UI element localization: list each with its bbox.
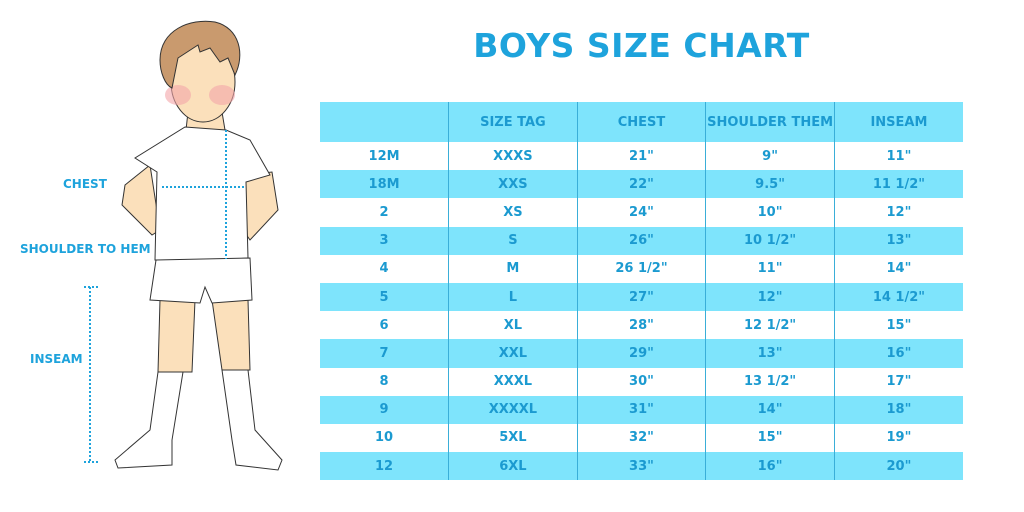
shoulder-to-hem-label: SHOULDER TO HEM xyxy=(20,242,151,256)
cell-size-tag: 6XL xyxy=(448,452,578,481)
cell-age: 8 xyxy=(379,374,389,390)
cell-inseam: 12" xyxy=(833,198,963,227)
page-title: BOYS SIZE CHART xyxy=(473,26,810,65)
cell-inseam: 17" xyxy=(833,367,963,396)
cell-inseam: 16" xyxy=(833,339,963,368)
cell-chest: 27" xyxy=(576,282,706,312)
cell-chest: 33" xyxy=(576,452,706,481)
cell-age: 12 xyxy=(320,452,449,481)
cell-size-tag: XXXS xyxy=(448,142,578,171)
cell-inseam: 14 1/2" xyxy=(833,282,963,312)
cell-inseam: 14" xyxy=(833,254,963,283)
table-row: 8 XXXL 30" 13 1/2" 17" xyxy=(320,367,963,396)
cell-chest: 32" xyxy=(576,423,706,453)
header-size-tag: SIZE TAG xyxy=(448,102,578,142)
table-row: 5 L 27" 12" 14 1/2" xyxy=(320,282,963,312)
cell-chest: 30" xyxy=(576,367,706,396)
cell-age: 2 xyxy=(379,204,389,220)
boy-illustration xyxy=(84,20,283,471)
cell-age: 12M xyxy=(368,148,400,164)
table-row: 6 XL 28" 12 1/2" 15" xyxy=(320,311,963,340)
cell-shoulder: 9" xyxy=(705,142,835,171)
table-row: 18M XXS 22" 9.5" 11 1/2" xyxy=(320,170,963,199)
cell-chest: 21" xyxy=(576,142,706,171)
cell-chest: 26 1/2" xyxy=(576,254,706,283)
cell-size-tag: XXXL xyxy=(448,367,578,396)
cell-chest: 29" xyxy=(576,339,706,368)
cell-shoulder: 16" xyxy=(705,452,835,481)
cell-inseam: 15" xyxy=(833,311,963,340)
cell-size-tag: L xyxy=(448,282,578,312)
table-row: 10 5XL 32" 15" 19" xyxy=(320,423,963,453)
cell-size-tag: S xyxy=(448,226,578,255)
cell-age: 10 xyxy=(375,430,394,446)
cell-age: 5 xyxy=(320,282,449,312)
cell-size-tag: XXXXL xyxy=(448,395,578,424)
cell-shoulder: 12" xyxy=(705,282,835,312)
cell-age: 3 xyxy=(320,226,449,255)
cell-shoulder: 10" xyxy=(705,198,835,227)
cell-shoulder: 13 1/2" xyxy=(705,367,835,396)
table-row: 4 M 26 1/2" 11" 14" xyxy=(320,254,963,283)
cell-chest: 26" xyxy=(576,226,706,255)
cell-size-tag: XXL xyxy=(448,339,578,368)
cell-shoulder: 9.5" xyxy=(705,170,835,199)
table-row: 12 6XL 33" 16" 20" xyxy=(320,452,963,481)
cell-size-tag: M xyxy=(448,254,578,283)
size-table: SIZE TAG CHEST SHOULDER THEM INSEAM 12M X… xyxy=(320,102,963,481)
cell-shoulder: 15" xyxy=(705,423,835,453)
cell-size-tag: XS xyxy=(448,198,578,227)
inseam-label: INSEAM xyxy=(30,352,83,366)
cell-shoulder: 10 1/2" xyxy=(705,226,835,255)
cell-inseam: 19" xyxy=(833,423,963,453)
cell-shoulder: 11" xyxy=(705,254,835,283)
header-shoulder: SHOULDER THEM xyxy=(705,102,835,142)
table-row: 9 XXXXL 31" 14" 18" xyxy=(320,395,963,424)
cell-inseam: 11" xyxy=(833,142,963,171)
table-row: 3 S 26" 10 1/2" 13" xyxy=(320,226,963,255)
cell-size-tag: 5XL xyxy=(448,423,578,453)
table-row: 2 XS 24" 10" 12" xyxy=(320,198,963,227)
cell-inseam: 18" xyxy=(833,395,963,424)
cell-age: 4 xyxy=(379,261,389,277)
cell-inseam: 20" xyxy=(833,452,963,481)
table-header-row: SIZE TAG CHEST SHOULDER THEM INSEAM xyxy=(320,102,963,142)
cell-age: 18M xyxy=(320,170,449,199)
cell-shoulder: 12 1/2" xyxy=(705,311,835,340)
cell-inseam: 11 1/2" xyxy=(833,170,963,199)
table-row: 12M XXXS 21" 9" 11" xyxy=(320,142,963,171)
cell-shoulder: 14" xyxy=(705,395,835,424)
cell-size-tag: XXS xyxy=(448,170,578,199)
chest-label: CHEST xyxy=(63,177,107,191)
cell-chest: 31" xyxy=(576,395,706,424)
cell-shoulder: 13" xyxy=(705,339,835,368)
header-age xyxy=(320,102,449,142)
cell-inseam: 13" xyxy=(833,226,963,255)
cell-age: 7 xyxy=(320,339,449,368)
cell-size-tag: XL xyxy=(448,311,578,340)
cell-chest: 22" xyxy=(576,170,706,199)
cell-chest: 24" xyxy=(576,198,706,227)
cell-age: 6 xyxy=(379,317,389,333)
header-inseam: INSEAM xyxy=(833,102,963,142)
table-row: 7 XXL 29" 13" 16" xyxy=(320,339,963,368)
cell-age: 9 xyxy=(320,395,449,424)
header-chest: CHEST xyxy=(576,102,706,142)
cell-chest: 28" xyxy=(576,311,706,340)
